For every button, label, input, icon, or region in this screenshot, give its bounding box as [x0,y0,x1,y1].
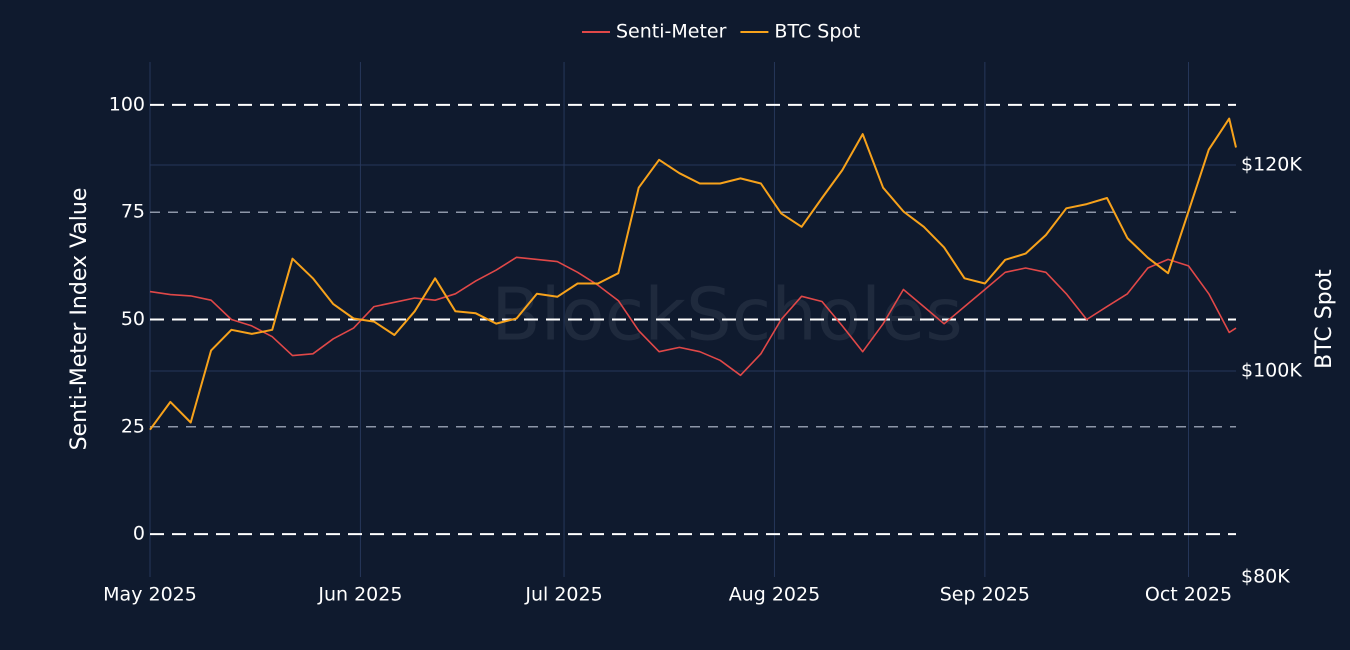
series-line [149,117,1237,431]
y-tick-label: 100 [109,93,145,115]
x-tick-label: Oct 2025 [1145,584,1232,606]
x-tick-label: Jul 2025 [524,584,602,606]
y-tick-label: 50 [121,308,145,330]
y2-axis-title: BTC Spot [1312,269,1337,369]
y-tick-label: 75 [121,201,145,223]
x-tick-label: Jun 2025 [317,584,402,606]
y2-tick-label: $120K [1241,154,1302,176]
legend-label: BTC Spot [774,21,860,43]
grid [149,62,1236,577]
y2-tick-label: $80K [1241,566,1290,588]
y-tick-label: 0 [133,523,145,545]
y-tick-label: 25 [121,415,145,437]
y2-tick-label: $100K [1241,360,1302,382]
x-tick-label: Sep 2025 [940,584,1030,606]
legend: Senti-Meter BTC Spot [582,21,860,43]
x-tick-label: Aug 2025 [729,584,821,606]
legend-label: Senti-Meter [616,21,727,43]
y-axis-title: Senti-Meter Index Value [67,188,92,451]
series-line [149,256,1237,377]
x-tick-label: May 2025 [103,584,197,606]
watermark: BlockScholes [491,273,963,357]
